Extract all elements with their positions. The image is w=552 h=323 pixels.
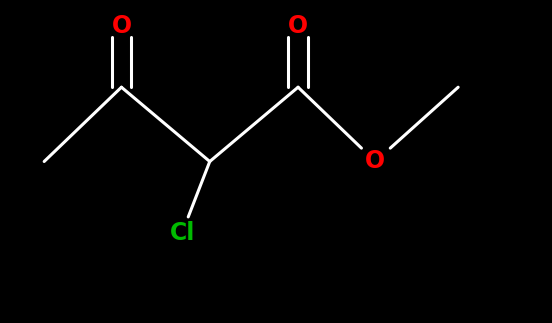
Text: O: O xyxy=(365,150,385,173)
Text: Cl: Cl xyxy=(169,221,195,245)
Text: O: O xyxy=(288,14,308,38)
Text: O: O xyxy=(112,14,131,38)
